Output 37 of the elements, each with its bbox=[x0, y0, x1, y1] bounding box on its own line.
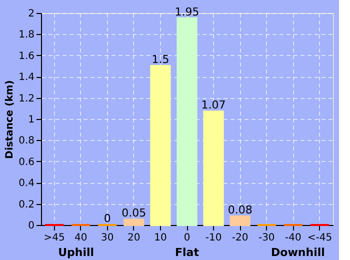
bar bbox=[203, 110, 224, 226]
x-tick-label: <-45 bbox=[307, 232, 332, 244]
y-tick-label: 0.4 bbox=[18, 178, 34, 190]
bar bbox=[124, 218, 144, 226]
bar bbox=[176, 17, 198, 226]
y-tick-label: 1.2 bbox=[18, 93, 34, 104]
y-tick-label: 1.4 bbox=[18, 72, 34, 84]
x-tick-label: 20 bbox=[128, 232, 140, 244]
data-label: 1.5 bbox=[152, 53, 170, 66]
data-label: 1.07 bbox=[201, 98, 226, 112]
y-tick-label: 1.6 bbox=[18, 50, 34, 62]
text: Uphill bbox=[58, 246, 94, 259]
y-axis-title: Distance (km) bbox=[4, 80, 16, 159]
x-tick-label: 10 bbox=[154, 232, 167, 244]
data-label: 0.05 bbox=[122, 206, 146, 220]
y-tick-label: 2 bbox=[28, 8, 34, 20]
x-tick-label: -30 bbox=[258, 232, 275, 244]
text: Flat bbox=[175, 246, 199, 259]
data-label: 0.08 bbox=[228, 204, 252, 217]
y-tick-label: 0.8 bbox=[18, 136, 34, 147]
y-tick-label: 1 bbox=[28, 114, 34, 126]
x-tick-label: -10 bbox=[205, 232, 222, 244]
x-tick-label: 40 bbox=[74, 232, 88, 244]
data-label: 0 bbox=[104, 212, 111, 225]
data-label: 1.95 bbox=[174, 5, 200, 18]
y-tick-label: 0 bbox=[28, 220, 34, 232]
y-tick-label: 0.6 bbox=[18, 156, 34, 168]
x-tick-label: >45 bbox=[44, 232, 65, 244]
bar bbox=[230, 216, 250, 226]
x-tick-label: -20 bbox=[232, 232, 248, 244]
y-tick-label: 1.8 bbox=[18, 30, 34, 41]
x-tick-label: 0 bbox=[184, 232, 190, 244]
text: Downhill bbox=[271, 246, 325, 259]
y-tick-label: 0.2 bbox=[18, 199, 34, 210]
x-tick-label: 30 bbox=[100, 232, 114, 244]
x-tick-label: -40 bbox=[285, 232, 302, 244]
bar bbox=[150, 65, 171, 226]
